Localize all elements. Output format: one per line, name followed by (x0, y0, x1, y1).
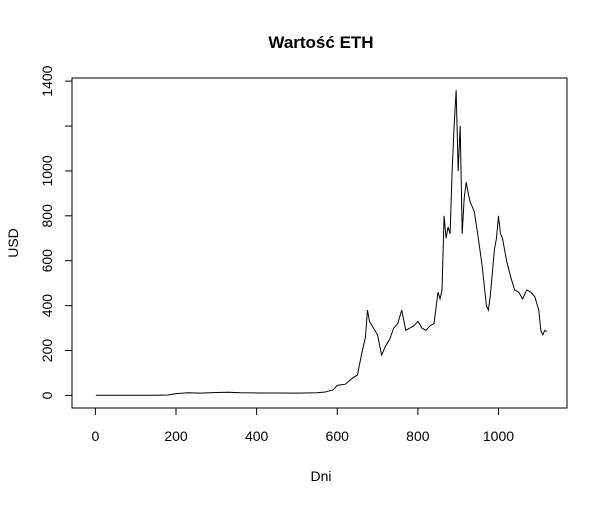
x-axis-label: Dni (310, 468, 331, 484)
plot-box (71, 77, 568, 409)
x-tick-label: 200 (164, 428, 188, 444)
y-tick-label: 600 (39, 249, 55, 273)
x-tick-label: 0 (91, 428, 99, 444)
x-tick-label: 600 (326, 428, 350, 444)
y-tick-label: 1000 (39, 155, 55, 186)
y-tick-label: 200 (39, 339, 55, 363)
y-tick-label: 800 (39, 204, 55, 228)
x-tick-label: 400 (245, 428, 269, 444)
y-tick-label: 0 (39, 391, 55, 399)
y-axis-label: USD (5, 228, 21, 258)
x-tick-label: 800 (406, 428, 430, 444)
data-line (95, 90, 548, 396)
x-tick-label: 1000 (483, 428, 514, 444)
y-tick-label: 400 (39, 294, 55, 318)
chart-title: Wartość ETH (268, 33, 373, 52)
y-tick-label: 1400 (39, 65, 55, 96)
